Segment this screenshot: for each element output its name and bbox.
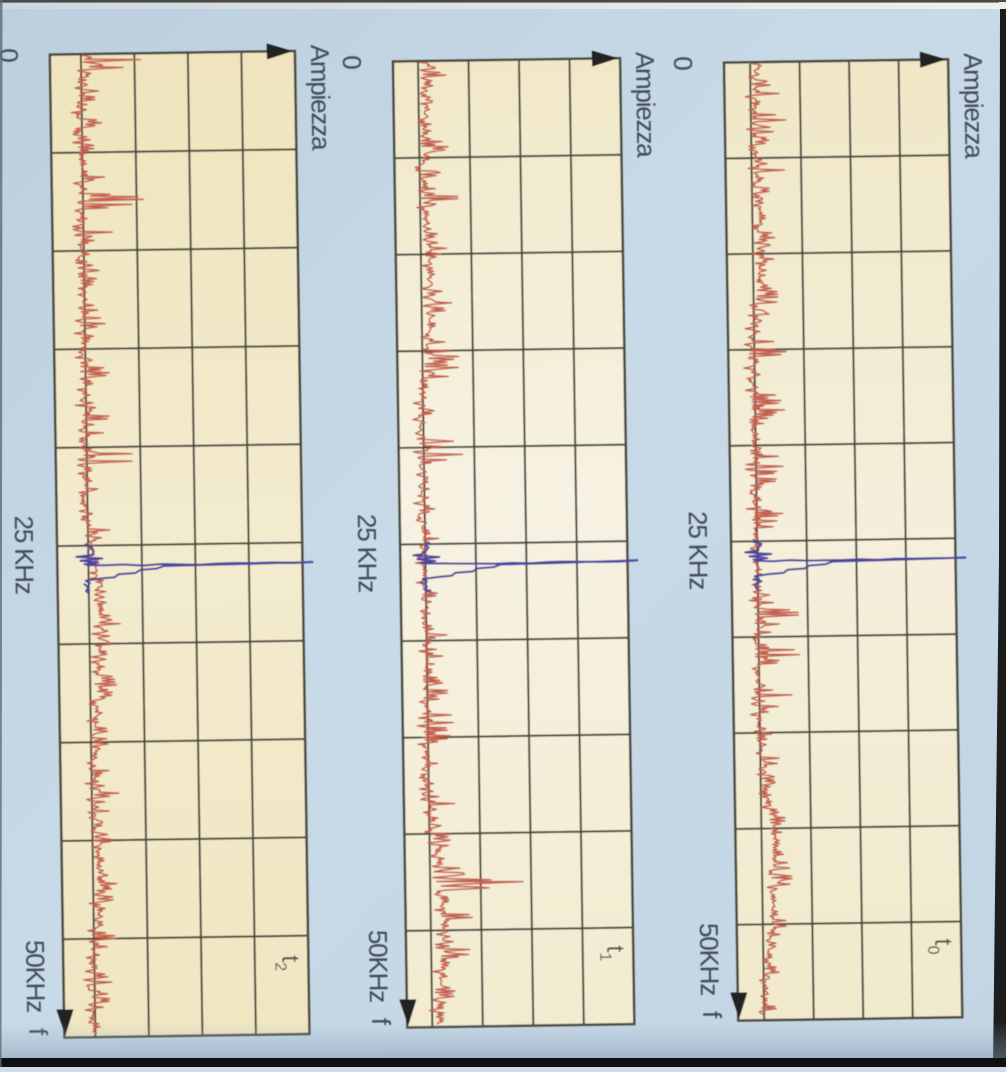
svg-text:Ampiezza: Ampiezza <box>958 53 990 160</box>
svg-text:50KHz: 50KHz <box>363 930 394 1003</box>
svg-text:25 KHz: 25 KHz <box>683 511 714 590</box>
svg-text:Ampiezza: Ampiezza <box>305 44 337 151</box>
svg-text:50KHz: 50KHz <box>694 923 725 996</box>
svg-text:25 KHz: 25 KHz <box>9 515 40 594</box>
svg-text:0: 0 <box>337 55 367 70</box>
svg-text:50KHz: 50KHz <box>20 940 51 1013</box>
svg-text:f: f <box>697 1011 727 1019</box>
svg-text:25 KHz: 25 KHz <box>352 514 383 593</box>
svg-text:f: f <box>366 1018 396 1026</box>
svg-text:Ampiezza: Ampiezza <box>630 52 662 159</box>
svg-text:0: 0 <box>668 56 698 71</box>
svg-text:0: 0 <box>0 48 24 63</box>
